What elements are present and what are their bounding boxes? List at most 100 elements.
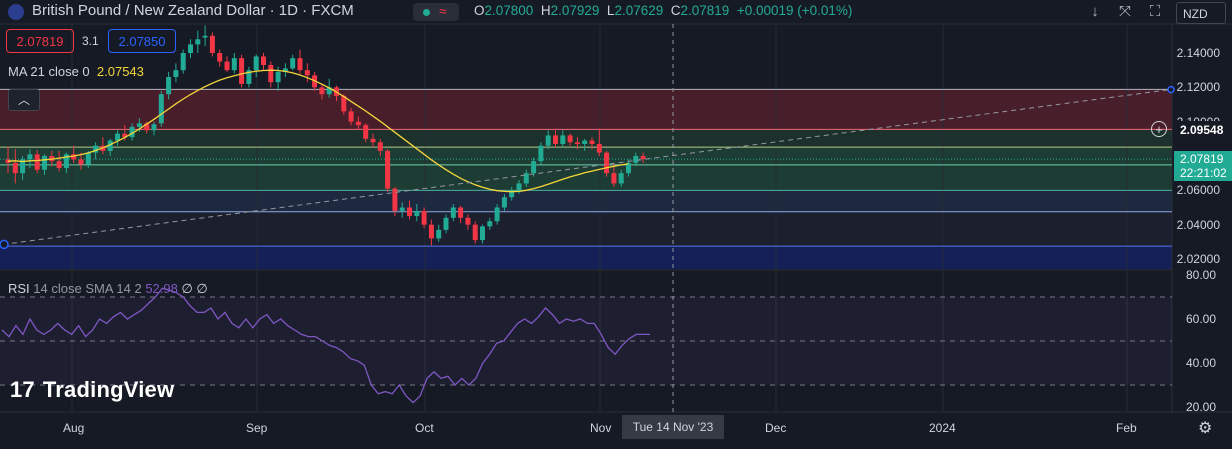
candle-body [202, 35, 208, 38]
fullscreen-icon[interactable]: ⛶ [1149, 3, 1161, 20]
candle [567, 133, 573, 146]
candle [63, 152, 69, 174]
candle-body [231, 58, 237, 71]
candle [34, 149, 40, 174]
candle-body [633, 156, 639, 163]
spread-value: 3.1 [82, 34, 99, 48]
rsi-tick-label: 20.00 [1185, 400, 1216, 414]
candle [115, 130, 120, 146]
collapse-icon[interactable]: ⤧ [1118, 3, 1131, 20]
candle-body [509, 190, 515, 198]
band-lower-zone [0, 190, 1172, 212]
add-alert-icon[interactable]: + [1151, 121, 1167, 137]
candle [604, 150, 610, 177]
candle [523, 169, 529, 187]
rsi-legend[interactable]: RSI 14 close SMA 14 2 52.98 ∅ ∅ [8, 281, 208, 296]
candle [209, 32, 215, 57]
candle [363, 123, 369, 143]
candle [304, 63, 310, 83]
candle-body [209, 35, 215, 53]
market-status-pill[interactable]: ≈ [413, 3, 459, 21]
ma-legend[interactable]: MA 21 close 0 2.07543 [8, 64, 144, 79]
candle-body [20, 159, 26, 174]
band-mid-zone [0, 147, 1172, 191]
currency-selector[interactable]: NZD [1176, 2, 1226, 24]
candle-body [136, 123, 142, 127]
candle [166, 71, 172, 100]
symbol-title[interactable]: British Pound / New Zealand Dollar · 1D … [32, 2, 354, 19]
collapse-legend-button[interactable]: ︿ [8, 89, 40, 111]
candle [545, 130, 551, 150]
candle [239, 54, 245, 88]
rsi-tick-label: 80.00 [1185, 268, 1216, 282]
candle-body [246, 70, 252, 84]
candle [136, 118, 142, 132]
candle [195, 30, 201, 53]
candle-body [173, 70, 179, 78]
tradingview-logo-icon: 17 [10, 377, 35, 402]
candle [42, 154, 47, 175]
rsi-band [0, 297, 1172, 385]
candle [501, 193, 507, 211]
wave-icon: ≈ [439, 3, 447, 19]
candle-body [71, 154, 77, 160]
candle [633, 152, 639, 167]
candle-body [78, 159, 84, 165]
candle [487, 217, 493, 230]
candle-body [275, 71, 281, 83]
candle-body [407, 207, 412, 217]
band-upper-zone [0, 129, 1172, 148]
candle-body [188, 44, 193, 53]
candle [151, 121, 157, 136]
trendline-anchor [0, 239, 9, 250]
candle-body [304, 70, 310, 76]
candle-body [436, 229, 442, 239]
candle [458, 205, 464, 223]
candle [582, 138, 588, 151]
rsi-line [1, 287, 650, 404]
candle-body [107, 140, 113, 151]
status-dot-icon [423, 9, 430, 16]
candle-body [290, 58, 296, 69]
candle-body [195, 39, 201, 45]
candle [341, 94, 347, 115]
candle-body [618, 173, 624, 184]
candle-body [180, 53, 186, 71]
candle-body [151, 124, 157, 131]
candle-body [63, 154, 69, 169]
candle [450, 204, 456, 222]
time-tick-label: Oct [415, 421, 434, 435]
candle-body [239, 58, 245, 84]
settings-gear-icon[interactable]: ⚙ [1198, 420, 1213, 437]
candle [107, 138, 113, 156]
candle [355, 116, 361, 131]
candle-body [560, 135, 566, 144]
candle-body [341, 95, 347, 112]
candle-body [56, 161, 62, 169]
trendline [2, 89, 1171, 245]
candle-body [487, 221, 493, 227]
candle [370, 133, 376, 148]
candle [436, 224, 442, 242]
highlight-price-label: 2.09548 [1174, 121, 1232, 139]
candle-body [553, 135, 558, 144]
candle [560, 130, 566, 148]
candle [12, 149, 18, 184]
candle-body [12, 162, 18, 174]
trendline-anchor [1167, 85, 1175, 94]
candle [618, 169, 624, 187]
candle-body [604, 152, 610, 174]
sell-button[interactable]: 2.07819 [6, 29, 74, 53]
candle-body [392, 188, 398, 211]
candle [538, 142, 544, 165]
candle-body [596, 143, 602, 153]
candle [480, 224, 485, 244]
buy-button[interactable]: 2.07850 [108, 29, 176, 53]
candle-body [261, 56, 266, 66]
candle-body [377, 142, 383, 151]
candle-body [458, 207, 464, 218]
candle-body [385, 150, 391, 189]
candle-body [574, 142, 580, 144]
arrow-down-icon[interactable]: ↓ [1091, 3, 1099, 20]
